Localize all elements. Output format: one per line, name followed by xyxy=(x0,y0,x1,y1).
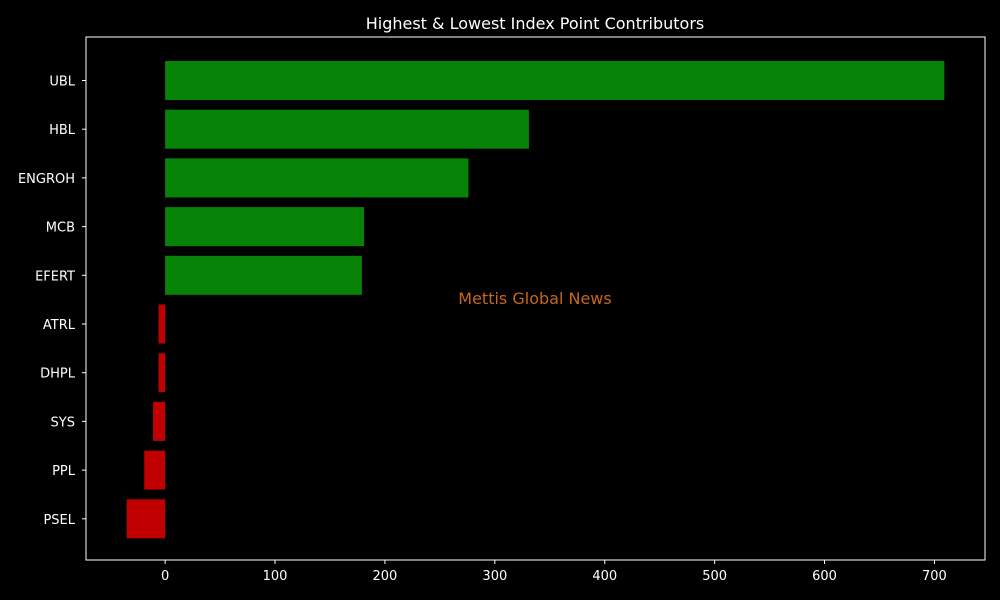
bar-sys xyxy=(153,401,166,441)
y-tick-label: SYS xyxy=(51,415,75,430)
x-tick-label: 400 xyxy=(592,569,617,584)
y-axis-ticks: UBL HBL ENGROH MCB EFERT ATRL DHPL SYS PPL PSEL xyxy=(18,75,86,528)
bar-dhpl xyxy=(158,353,166,393)
bars xyxy=(126,61,945,539)
y-tick-label: HBL xyxy=(49,123,76,138)
x-tick-label: 100 xyxy=(263,569,288,584)
x-tick-label: 200 xyxy=(373,569,398,584)
y-tick-label: DHPL xyxy=(40,367,76,382)
bar-atrl xyxy=(158,304,166,344)
x-tick-label: 700 xyxy=(922,569,947,584)
plot-frame xyxy=(85,36,986,561)
bar-hbl xyxy=(165,109,529,149)
y-tick-label: MCB xyxy=(46,221,75,236)
bar-mcb xyxy=(165,207,365,247)
y-tick-label: ENGROH xyxy=(18,172,75,187)
bar-ppl xyxy=(144,450,166,490)
y-tick-label: EFERT xyxy=(35,269,75,284)
bar-ubl xyxy=(165,61,945,100)
x-axis-ticks: 0 100 200 300 400 500 600 700 xyxy=(161,560,947,584)
y-tick-label: UBL xyxy=(49,75,75,90)
bar-efert xyxy=(165,255,362,295)
x-tick-label: 500 xyxy=(702,569,727,584)
chart-title: Highest & Lowest Index Point Contributor… xyxy=(366,14,705,33)
y-tick-label: PSEL xyxy=(43,513,75,528)
watermark-text: Mettis Global News xyxy=(458,289,611,308)
bar-psel xyxy=(126,499,166,539)
x-tick-label: 0 xyxy=(161,569,169,584)
y-tick-label: ATRL xyxy=(43,318,76,333)
x-tick-label: 600 xyxy=(812,569,837,584)
y-tick-label: PPL xyxy=(52,464,76,479)
bar-engroh xyxy=(165,158,469,198)
x-tick-label: 300 xyxy=(482,569,507,584)
